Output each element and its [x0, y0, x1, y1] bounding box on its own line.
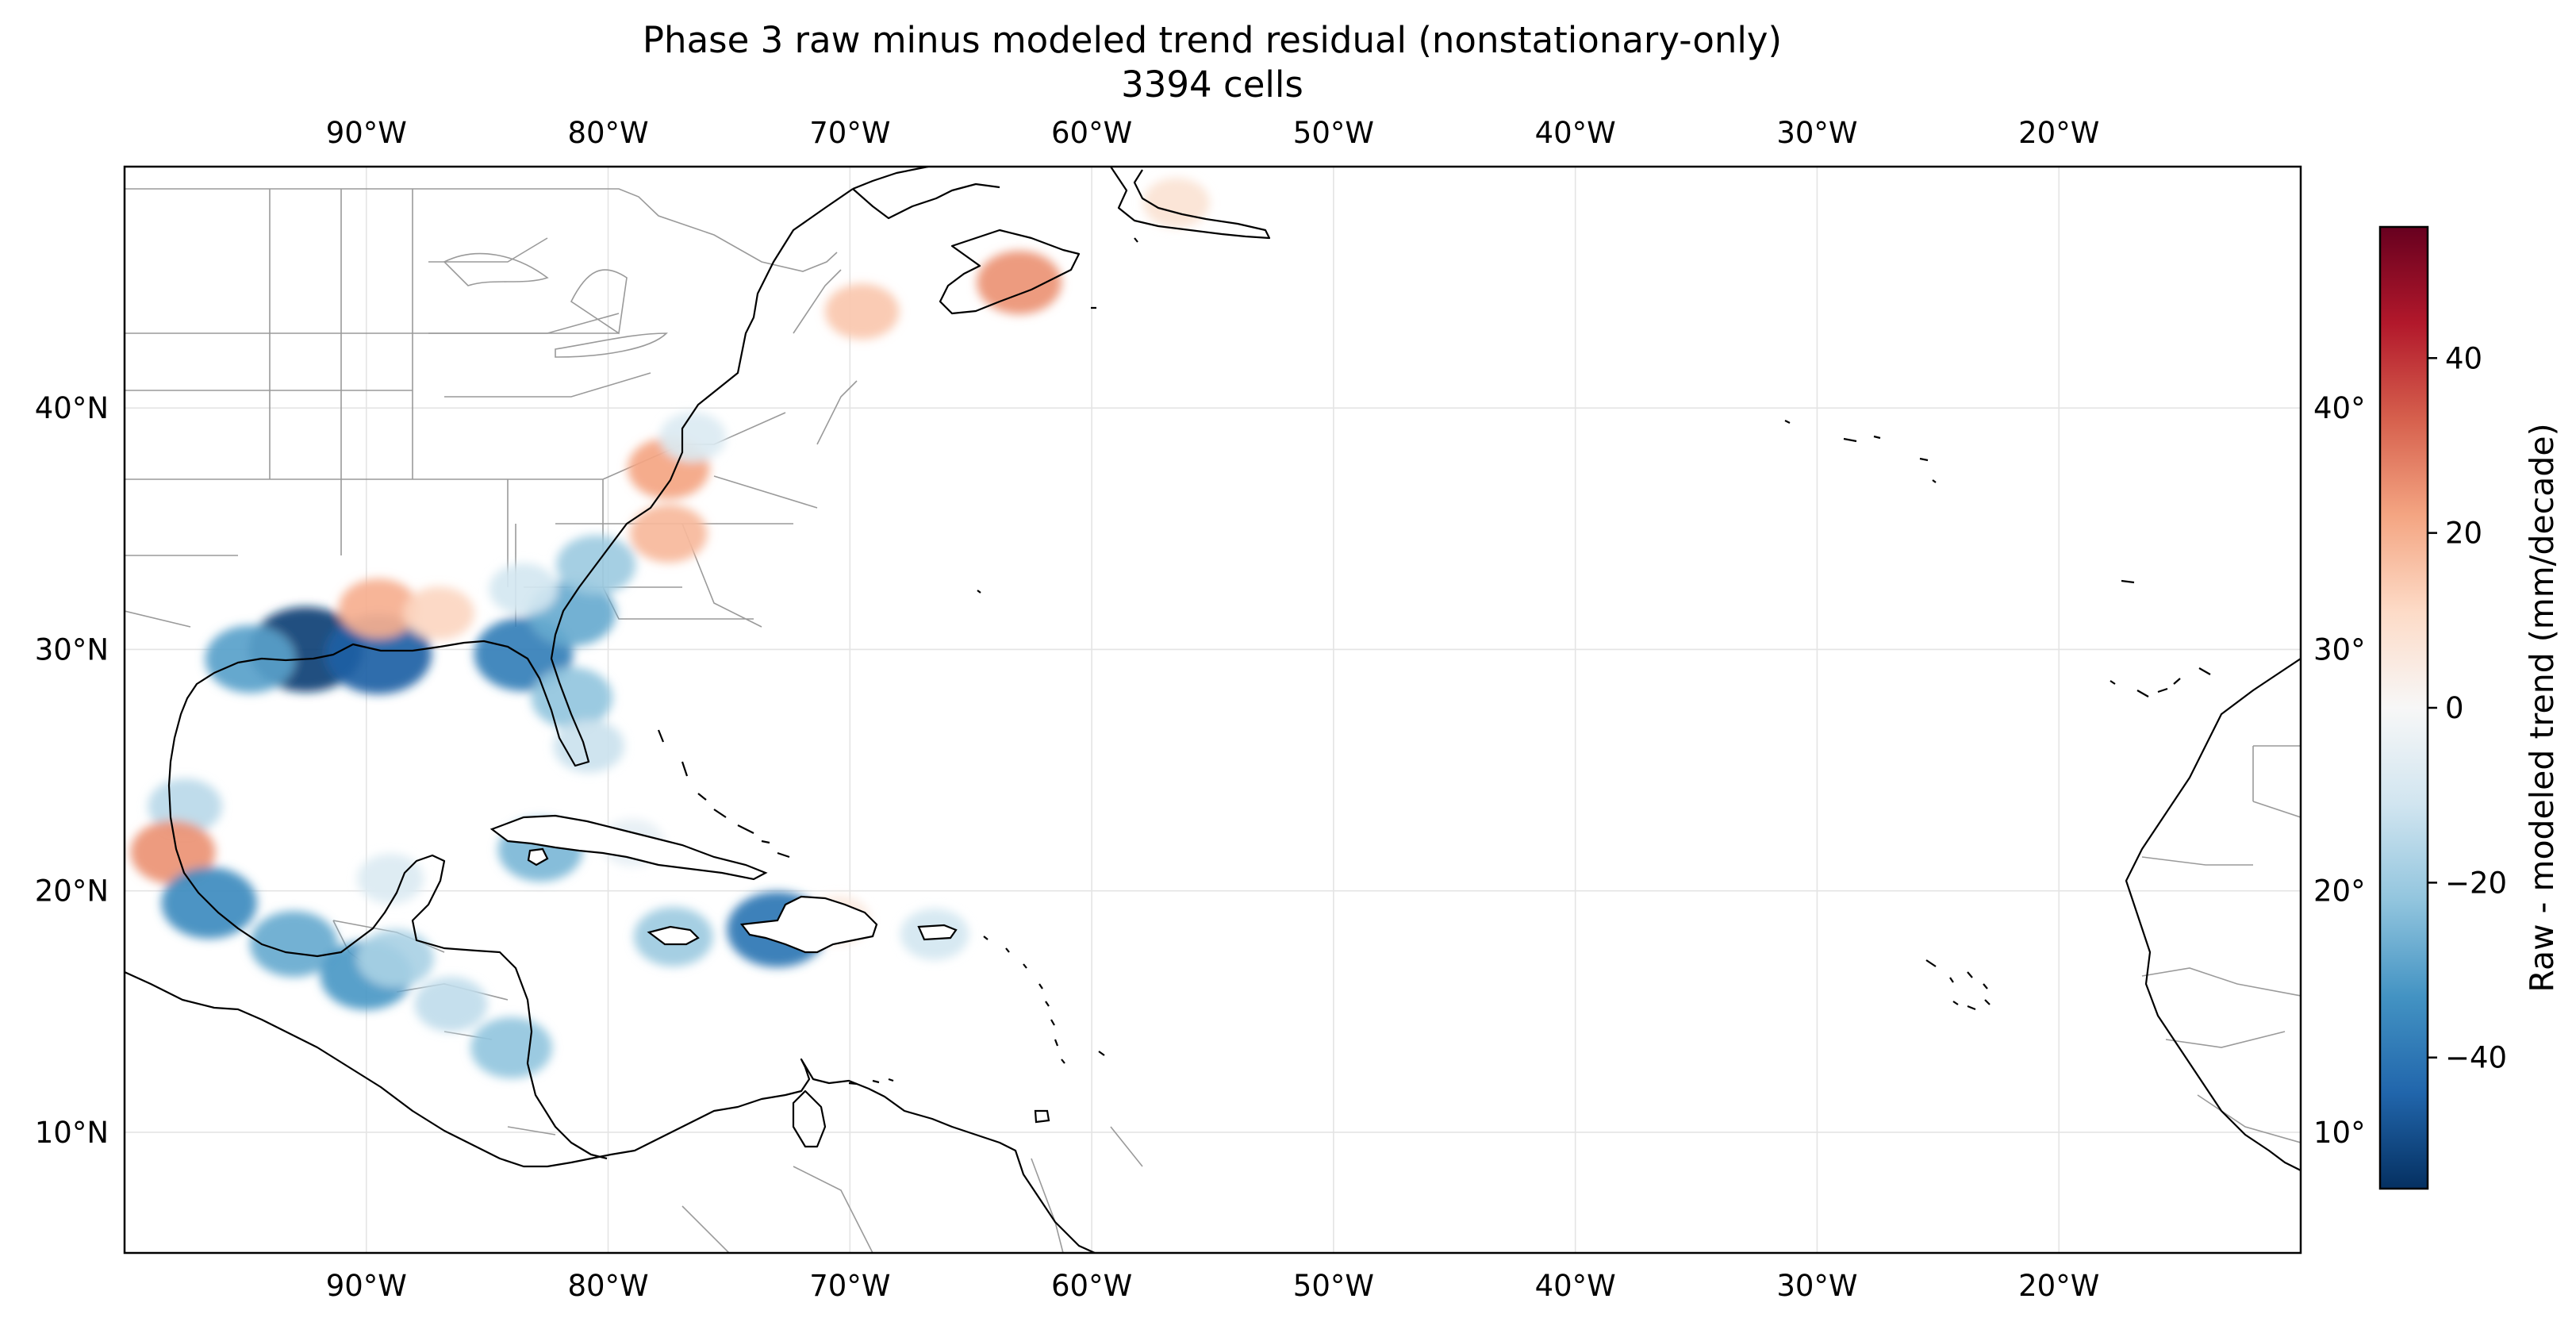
island-abc — [848, 1078, 894, 1086]
island-puerto-rico — [917, 924, 958, 941]
bottom-lon-label: 20°W — [2018, 1269, 2099, 1303]
residual-region — [977, 250, 1062, 315]
left-lat-label: 40°N — [35, 391, 109, 425]
map-title: Phase 3 raw minus modeled trend residual… — [643, 19, 1782, 61]
island-canaries — [2110, 667, 2211, 697]
residual-region — [148, 778, 222, 835]
top-longitude-labels: 90°W 80°W 70°W 60°W 50°W 40°W 30°W 20°W — [326, 116, 2100, 150]
colorbar-tick-label: 0 — [2445, 691, 2464, 725]
bottom-lon-label: 60°W — [1051, 1269, 1132, 1303]
top-lon-label: 50°W — [1293, 116, 1374, 150]
island-bermuda — [977, 590, 981, 594]
south-america-coastline — [590, 1058, 1096, 1253]
residual-region — [489, 563, 559, 615]
africa-borders — [2141, 745, 2301, 1143]
pacific-coastline — [125, 970, 592, 1168]
colorbar-tick-label: 20 — [2445, 517, 2482, 551]
map-panel — [123, 165, 2302, 1255]
residual-region — [629, 504, 708, 563]
residual-region — [205, 625, 296, 694]
residual-region — [403, 586, 474, 640]
residual-region — [338, 578, 419, 639]
great-lakes-outline — [443, 252, 668, 358]
south-america-borders — [681, 1126, 1143, 1253]
top-lon-label: 20°W — [2018, 116, 2099, 150]
map-subtitle: 3394 cells — [1121, 63, 1303, 106]
bottom-lon-label: 90°W — [326, 1269, 407, 1303]
bottom-lon-label: 50°W — [1293, 1269, 1374, 1303]
residual-region — [470, 1016, 553, 1078]
island-cuba — [489, 814, 768, 881]
right-lat-label: 30° — [2313, 632, 2366, 667]
left-lat-label: 10°N — [35, 1116, 109, 1150]
north-america-coastline — [167, 188, 854, 1160]
colorbar-tick-label: 40 — [2445, 341, 2482, 375]
residual-region — [659, 412, 727, 463]
top-lon-label: 70°W — [809, 116, 890, 150]
top-lon-label: 80°W — [567, 116, 648, 150]
residual-region — [357, 854, 424, 904]
right-latitude-labels: 40° 30° 20° 10° — [2313, 391, 2366, 1150]
bottom-lon-label: 30°W — [1776, 1269, 1857, 1303]
residual-region — [249, 911, 338, 978]
island-jamaica — [647, 925, 700, 946]
us-canada-border — [125, 188, 838, 272]
colorbar-label: Raw - modeled trend (mm/decade) — [2523, 423, 2561, 992]
island-bahamas — [657, 729, 790, 859]
colorbar-tick-label: −40 — [2445, 1041, 2507, 1075]
mexico-us-border — [125, 610, 191, 628]
residual-region — [1142, 178, 1210, 229]
right-lat-label: 20° — [2313, 874, 2366, 909]
island-trinidad — [1034, 1109, 1050, 1124]
graticule — [125, 167, 2301, 1253]
bottom-longitude-labels: 90°W 80°W 70°W 60°W 50°W 40°W 30°W 20°W — [326, 1269, 2100, 1303]
bottom-lon-label: 40°W — [1535, 1269, 1616, 1303]
top-lon-label: 40°W — [1535, 116, 1616, 150]
map-background — [125, 167, 2301, 1253]
colorbar-gradient — [2378, 225, 2429, 1190]
residual-region — [324, 614, 432, 694]
island-sable-peisland — [1091, 237, 1138, 309]
maritime-canada-coastline — [852, 167, 1081, 315]
residual-region — [356, 929, 435, 988]
island-madeira — [2121, 579, 2135, 584]
top-lon-label: 30°W — [1776, 116, 1857, 150]
island-isla-de-la-juventud — [527, 847, 549, 866]
top-lon-label: 90°W — [326, 116, 407, 150]
left-lat-label: 30°N — [35, 632, 109, 667]
island-azores — [1784, 420, 1937, 483]
left-latitude-labels: 40°N 30°N 20°N 10°N — [35, 391, 109, 1150]
bottom-lon-label: 80°W — [567, 1269, 648, 1303]
top-lon-label: 60°W — [1051, 116, 1132, 150]
colorbar-ticks: 40 20 0 −20 −40 — [2428, 341, 2507, 1075]
left-lat-label: 20°N — [35, 874, 109, 909]
atlantic-islands — [977, 237, 2211, 1011]
caribbean-islands — [489, 729, 1105, 1124]
island-hispaniola — [739, 895, 878, 954]
colorbar-tick-label: −20 — [2445, 866, 2507, 900]
bottom-lon-label: 70°W — [809, 1269, 890, 1303]
island-lesser-antilles — [983, 936, 1105, 1064]
residual-region — [130, 820, 216, 885]
residual-region — [414, 977, 488, 1032]
gulf-of-maracaibo — [792, 1089, 827, 1148]
residual-region — [824, 283, 900, 340]
africa-coastline — [2125, 658, 2301, 1171]
residual-region — [531, 667, 613, 728]
newfoundland-coastline — [1110, 167, 1271, 240]
state-borders-plains — [125, 189, 619, 556]
island-cape-verde — [1925, 959, 1991, 1011]
right-lat-label: 40° — [2313, 391, 2366, 425]
coastlines — [125, 167, 2301, 1253]
map-frame — [123, 165, 2302, 1255]
right-lat-label: 10° — [2313, 1116, 2366, 1150]
colorbar: 40 20 0 −20 −40 Raw - modeled trend (mm/deca… — [2378, 225, 2561, 1190]
